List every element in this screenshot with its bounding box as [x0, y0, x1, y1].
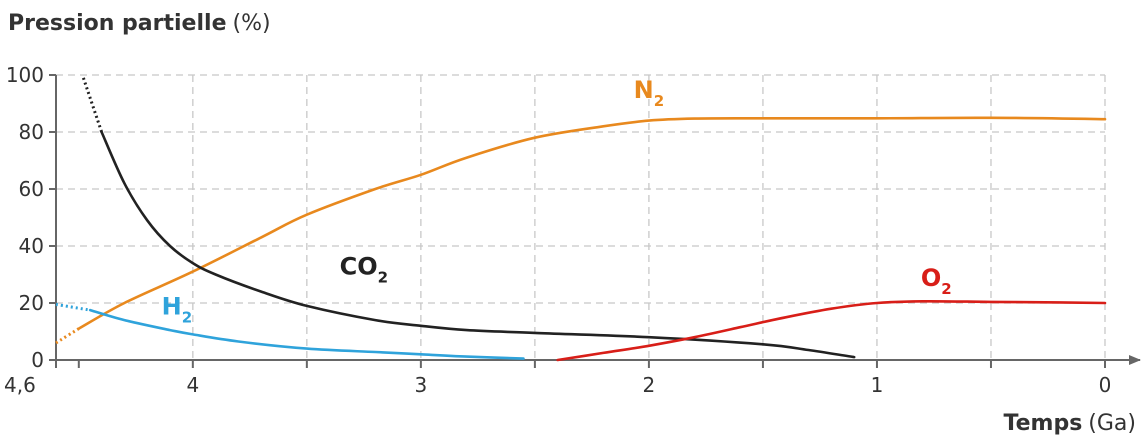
tick-labels: 0 20 40 60 80 100 4,6 4 3 2 1 0: [4, 63, 1111, 397]
series-h-label: H2: [162, 292, 193, 326]
y-tick-label: 100: [6, 63, 44, 87]
x-tick-label: 3: [415, 373, 428, 397]
series-h: H2: [55, 292, 525, 360]
series-n-label-sub: 2: [654, 92, 664, 110]
series-n-label: N2: [634, 76, 665, 110]
x-tick-label: 2: [643, 373, 656, 397]
y-axis-title: Pression partielle (%): [8, 11, 271, 36]
series-n-label-main: N: [634, 76, 654, 104]
series-co-extrapolation: [81, 77, 104, 133]
series-co-label: CO2: [340, 253, 388, 287]
x-tick-label: 1: [871, 373, 884, 397]
x-tick-label: 4: [186, 373, 199, 397]
x-axis-title: Temps (Ga): [1004, 411, 1136, 436]
series-n-line: [77, 116, 1107, 330]
grid: [56, 74, 1106, 360]
series-co-label-main: CO: [340, 253, 378, 281]
series-o-line: [556, 299, 1107, 362]
x-tick-label: 4,6: [4, 373, 36, 397]
y-tick-label: 20: [19, 291, 44, 315]
series-h-extrapolation: [55, 302, 91, 312]
series-h-label-sub: 2: [182, 308, 192, 326]
series-o: O2: [556, 264, 1107, 362]
series-co: CO2: [81, 77, 856, 359]
series-co-line: [100, 130, 856, 359]
x-tick-label: 0: [1099, 373, 1112, 397]
series-h-label-main: H: [162, 292, 182, 320]
x-axis-title-main: Temps: [1004, 411, 1083, 436]
y-axis-title-main: Pression partielle: [8, 11, 227, 36]
y-tick-label: 60: [19, 177, 44, 201]
axes: [55, 75, 1141, 368]
series-o-label-sub: 2: [941, 280, 951, 298]
series-h-line: [88, 308, 525, 360]
series-n: N2: [55, 76, 1107, 345]
x-axis-title-unit: (Ga): [1088, 411, 1136, 436]
series-n-extrapolation: [55, 327, 80, 345]
series-co-label-sub: 2: [378, 269, 388, 287]
series-o-label: O2: [921, 264, 952, 298]
y-axis-title-unit: (%): [233, 11, 271, 36]
y-tick-label: 80: [19, 120, 44, 144]
y-tick-label: 0: [31, 348, 44, 372]
y-tick-label: 40: [19, 234, 44, 258]
series-o-label-main: O: [921, 264, 941, 292]
